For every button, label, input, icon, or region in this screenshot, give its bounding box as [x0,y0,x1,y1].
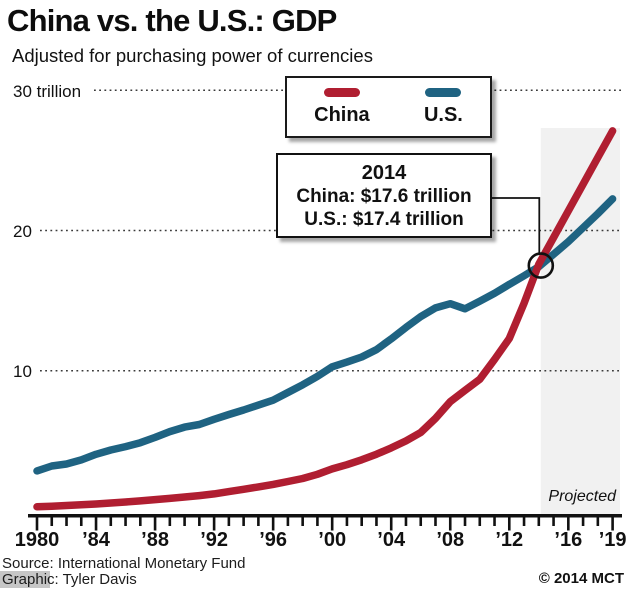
x-axis-line [28,514,622,518]
x-tick-label-1984: ’84 [82,529,111,551]
callout-china-value: China: $17.6 trillion [296,186,472,207]
x-tick-1987 [139,517,142,526]
us-line-swatch [425,88,462,97]
x-tick-label-1980: 1980 [15,529,60,551]
legend-label-us: U.S. [423,104,463,126]
x-tick-1980 [35,517,39,531]
x-tick-label-2000: ’00 [318,529,346,551]
x-tick-2011 [493,517,496,526]
x-tick-2019 [611,517,614,531]
x-tick-label-1988: ’88 [141,529,169,551]
x-tick-2013 [522,517,526,526]
crossing-circle [527,252,555,279]
page-subtitle: Adjusted for purchasing power of currenc… [12,45,373,66]
x-tick-1986 [124,517,127,526]
x-tick-2012 [507,517,511,531]
graphic-credit: Graphic: Tyler Davis [2,571,137,588]
callout-2014-box: 2014 China: $17.6 trillion U.S.: $17.4 t… [276,153,492,238]
china-gdp-line [33,127,617,511]
projected-label: Projected [548,488,616,505]
x-tick-1998 [301,517,304,526]
legend-box: China U.S. [285,76,492,138]
y-axis-label-10: 10 [13,362,32,381]
x-tick-2000 [330,517,334,531]
x-tick-2006 [419,517,423,526]
x-tick-2009 [463,517,467,526]
legend-item-china: China [314,78,370,127]
x-tick-label-2016: ’16 [554,529,582,551]
x-tick-2015 [552,517,555,526]
x-tick-2018 [596,517,600,526]
x-tick-1981 [50,517,54,526]
x-tick-2002 [360,517,363,526]
x-tick-2010 [478,517,482,526]
x-tick-2008 [448,517,452,531]
x-tick-2005 [404,517,408,526]
x-tick-1997 [286,517,290,526]
x-tick-2016 [567,517,570,531]
china-line-swatch [323,88,360,97]
x-tick-1983 [79,517,83,526]
page-title: China vs. the U.S.: GDP [7,3,337,38]
y-axis-label-20: 20 [13,222,32,241]
x-tick-label-2012: ’12 [495,529,523,551]
x-tick-2007 [434,517,437,526]
legend-label-china: China [314,104,370,126]
x-tick-1989 [168,517,172,526]
x-tick-2014 [537,517,541,526]
x-tick-label-1992: ’92 [200,529,228,551]
x-tick-1996 [271,517,275,531]
x-tick-1982 [65,517,68,526]
x-tick-1988 [153,517,157,531]
x-tick-label-2008: ’08 [436,529,464,551]
callout-us-value: U.S.: $17.4 trillion [304,209,464,230]
x-tick-1990 [183,517,186,526]
x-tick-label-2019: ’19 [599,529,627,551]
x-tick-1985 [109,517,113,526]
x-tick-2017 [581,517,585,526]
us-gdp-line [33,195,617,475]
copyright: © 2014 MCT [538,570,624,587]
x-tick-2001 [345,517,349,526]
x-tick-1999 [316,517,319,526]
x-tick-1992 [212,517,216,531]
x-tick-label-2004: ’04 [377,529,406,551]
x-tick-1994 [242,517,245,526]
x-tick-2004 [389,517,393,531]
x-tick-1993 [227,517,231,526]
x-tick-1991 [198,517,201,526]
x-tick-1984 [94,517,98,531]
y-axis-label-30: 30 trillion [13,82,82,101]
watermark-artifact [0,571,50,588]
x-tick-2003 [375,517,378,526]
x-tick-1995 [257,517,260,526]
callout-year: 2014 [361,162,407,184]
source-credit: Source: International Monetary Fund [2,555,246,572]
x-tick-label-1996: ’96 [259,529,287,551]
callout-connector [492,197,541,254]
legend-item-us: U.S. [424,78,463,127]
